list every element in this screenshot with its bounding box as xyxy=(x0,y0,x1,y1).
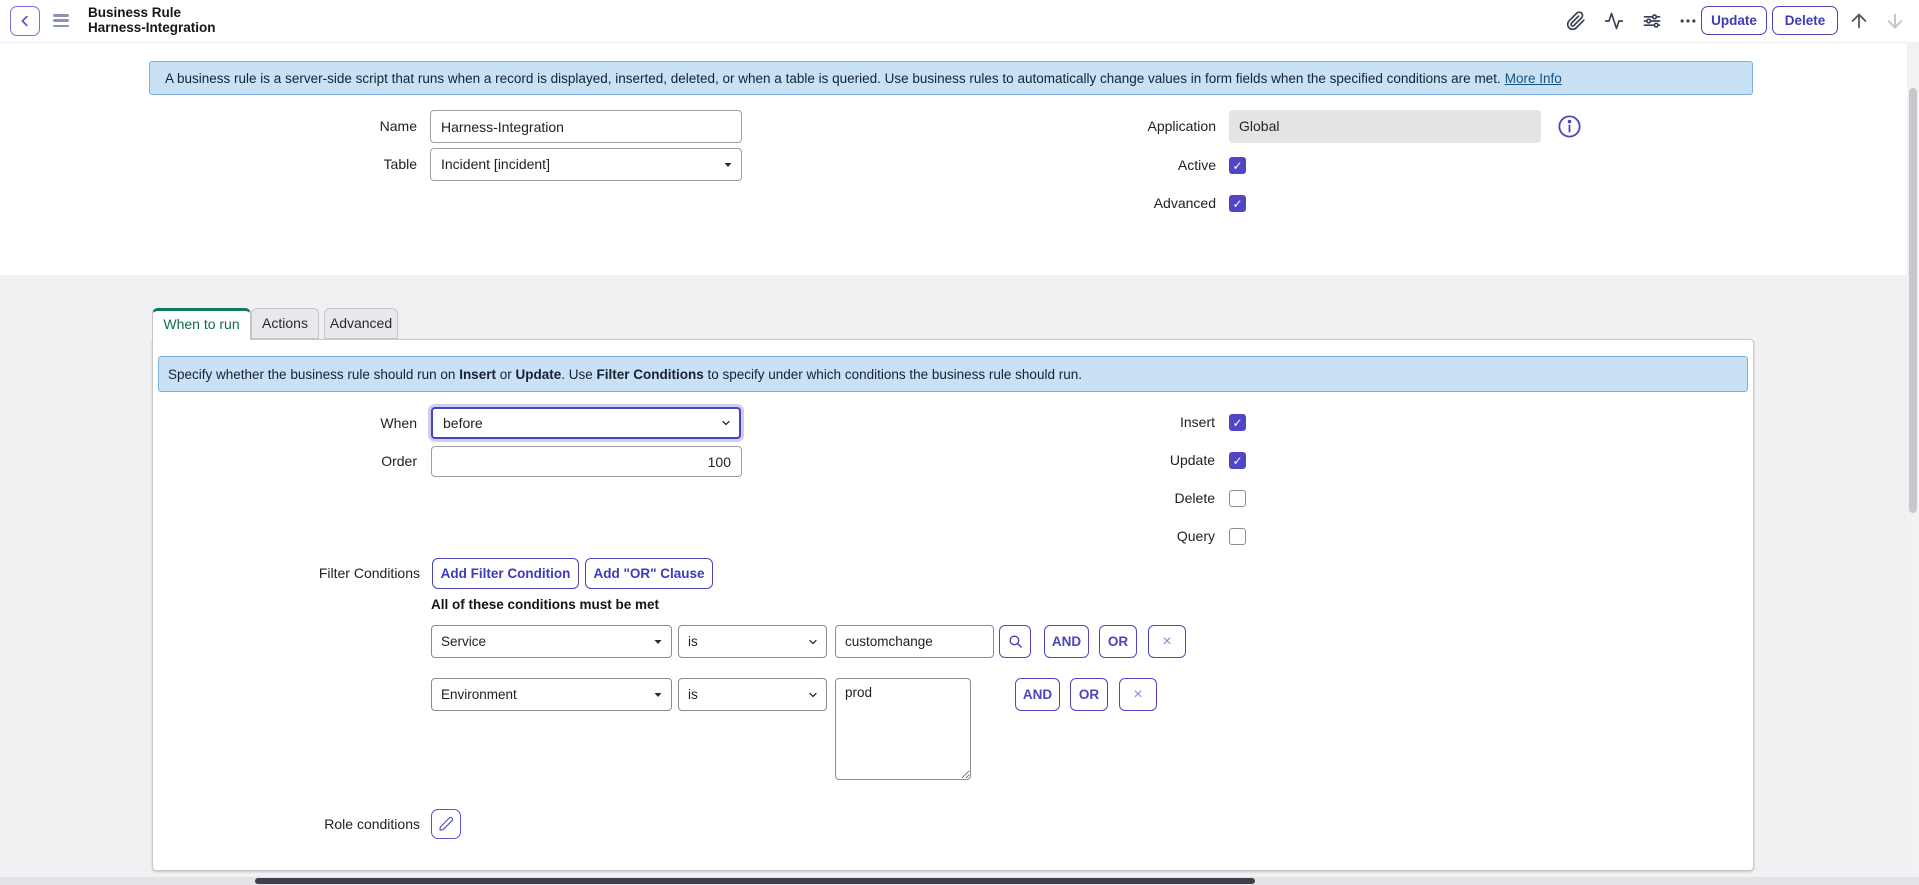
instruction-text: Specify whether the business rule should… xyxy=(168,366,1082,382)
tab-actions[interactable]: Actions xyxy=(251,308,319,339)
info-circle-icon xyxy=(1556,113,1583,140)
condition-value-input[interactable] xyxy=(835,625,994,658)
more-actions-button[interactable] xyxy=(1678,13,1698,33)
condition-operator-select[interactable]: is xyxy=(678,625,827,658)
close-icon: × xyxy=(1133,685,1143,703)
tab-when-to-run[interactable]: When to run xyxy=(152,308,251,340)
add-filter-condition-button[interactable]: Add Filter Condition xyxy=(432,558,579,589)
when-select-value: before xyxy=(443,415,483,431)
delete-button[interactable]: Delete xyxy=(1772,6,1838,35)
check-icon: ✓ xyxy=(1232,453,1243,468)
pencil-icon xyxy=(438,816,454,832)
triangle-down-icon xyxy=(652,689,664,701)
table-select-value: Incident [incident] xyxy=(441,156,550,172)
advanced-label: Advanced xyxy=(1153,195,1216,211)
more-info-link[interactable]: More Info xyxy=(1504,70,1562,86)
edit-role-conditions-button[interactable] xyxy=(431,809,461,839)
remove-condition-button[interactable]: × xyxy=(1148,625,1186,658)
chevron-left-icon xyxy=(18,14,32,28)
triangle-down-icon xyxy=(722,159,734,171)
search-icon xyxy=(1007,633,1024,650)
update-label: Update xyxy=(1169,452,1215,468)
condition-value-textarea[interactable]: prod xyxy=(835,678,971,780)
when-to-run-panel xyxy=(152,339,1754,871)
condition-field-value: Service xyxy=(441,634,487,649)
condition-field-select[interactable]: Service xyxy=(431,625,672,658)
order-input[interactable] xyxy=(431,446,742,477)
header-bar: Business Rule Harness-Integration xyxy=(0,0,1919,43)
info-banner-text: A business rule is a server-side script … xyxy=(165,70,1501,86)
active-checkbox[interactable]: ✓ xyxy=(1229,157,1246,174)
advanced-checkbox[interactable]: ✓ xyxy=(1229,195,1246,212)
remove-condition-button[interactable]: × xyxy=(1119,678,1157,711)
update-checkbox[interactable]: ✓ xyxy=(1229,452,1246,469)
add-or-clause-button[interactable]: Add "OR" Clause xyxy=(585,558,713,589)
chevron-down-icon xyxy=(807,636,819,648)
or-button[interactable]: OR xyxy=(1070,678,1108,711)
horizontal-scrollbar-thumb[interactable] xyxy=(255,878,1255,884)
application-info-button[interactable] xyxy=(1556,113,1583,140)
record-name-title: Harness-Integration xyxy=(88,20,216,35)
activity-icon xyxy=(1604,11,1624,31)
condition-field-value: Environment xyxy=(441,687,517,702)
chevron-down-icon xyxy=(720,417,732,429)
check-icon: ✓ xyxy=(1232,415,1243,430)
condition-operator-value: is xyxy=(688,687,698,702)
query-label: Query xyxy=(1176,528,1215,544)
hamburger-icon xyxy=(53,14,69,28)
back-button[interactable] xyxy=(10,6,40,36)
vertical-scrollbar[interactable] xyxy=(1907,42,1919,885)
chevron-down-icon xyxy=(807,689,819,701)
condition-operator-select[interactable]: is xyxy=(678,678,827,711)
and-button[interactable]: AND xyxy=(1044,625,1089,658)
ellipsis-icon xyxy=(1678,13,1698,29)
personalize-form-button[interactable] xyxy=(1642,11,1662,31)
table-label: Table xyxy=(383,156,417,172)
name-label: Name xyxy=(379,118,417,134)
delete-label: Delete xyxy=(1174,490,1215,506)
when-label: When xyxy=(380,415,417,431)
application-label: Application xyxy=(1147,118,1217,134)
application-field: Global xyxy=(1229,110,1541,143)
close-icon: × xyxy=(1162,632,1172,650)
tab-advanced[interactable]: Advanced xyxy=(324,308,398,339)
record-type-title: Business Rule xyxy=(88,5,182,20)
check-icon: ✓ xyxy=(1232,158,1243,173)
filter-conditions-label: Filter Conditions xyxy=(318,565,420,581)
paperclip-icon xyxy=(1566,11,1586,31)
scroll-up-button[interactable] xyxy=(1848,10,1870,32)
instruction-banner: Specify whether the business rule should… xyxy=(158,356,1748,392)
arrow-down-icon xyxy=(1884,10,1906,32)
insert-checkbox[interactable]: ✓ xyxy=(1229,414,1246,431)
reference-lookup-button[interactable] xyxy=(999,625,1031,658)
context-menu-button[interactable] xyxy=(53,14,69,28)
order-label: Order xyxy=(381,453,417,469)
insert-label: Insert xyxy=(1179,414,1215,430)
arrow-up-icon xyxy=(1848,10,1870,32)
or-button[interactable]: OR xyxy=(1099,625,1137,658)
when-select[interactable]: before xyxy=(431,407,741,439)
active-label: Active xyxy=(1177,157,1216,173)
info-banner: A business rule is a server-side script … xyxy=(149,61,1753,95)
query-checkbox[interactable]: ✓ xyxy=(1229,528,1246,545)
check-icon: ✓ xyxy=(1232,196,1243,211)
update-button[interactable]: Update xyxy=(1701,6,1767,35)
role-conditions-label: Role conditions xyxy=(324,816,420,832)
attachment-button[interactable] xyxy=(1566,11,1586,31)
conditions-summary: All of these conditions must be met xyxy=(431,597,660,612)
delete-checkbox[interactable]: ✓ xyxy=(1229,490,1246,507)
triangle-down-icon xyxy=(652,636,664,648)
scroll-down-button[interactable] xyxy=(1884,10,1906,32)
sliders-icon xyxy=(1642,11,1662,31)
condition-field-select[interactable]: Environment xyxy=(431,678,672,711)
vertical-scrollbar-thumb[interactable] xyxy=(1909,88,1917,513)
and-button[interactable]: AND xyxy=(1015,678,1060,711)
condition-operator-value: is xyxy=(688,634,698,649)
activity-stream-button[interactable] xyxy=(1604,11,1624,31)
name-input[interactable] xyxy=(430,110,742,143)
table-select[interactable]: Incident [incident] xyxy=(430,148,742,181)
page-title: Business Rule Harness-Integration xyxy=(88,5,216,35)
